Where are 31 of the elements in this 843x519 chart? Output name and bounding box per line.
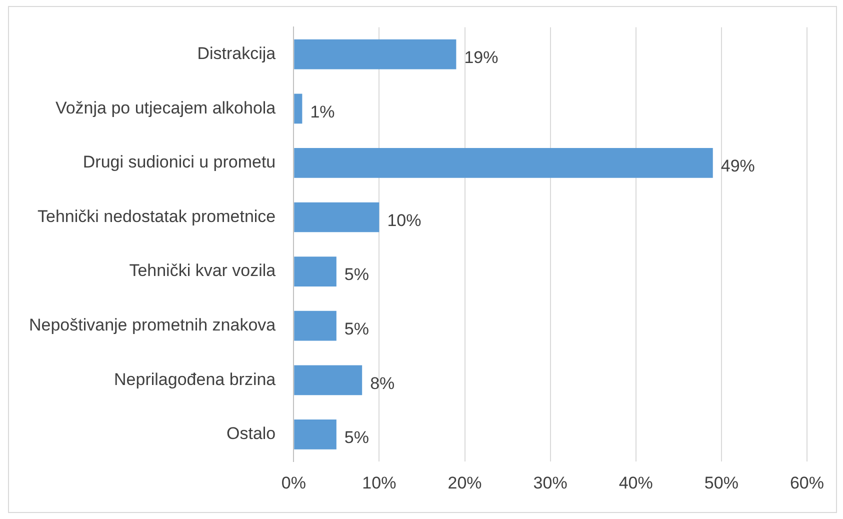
data-label: 5%	[344, 320, 369, 339]
x-tick-label: 20%	[448, 473, 482, 492]
bar	[294, 39, 456, 70]
x-tick-label: 10%	[362, 473, 396, 492]
bar	[294, 148, 713, 178]
y-tick-label: Neprilagođena brzina	[114, 370, 276, 389]
y-tick-label: Distrakcija	[197, 44, 276, 64]
data-label: 49%	[720, 156, 755, 176]
bar	[294, 94, 302, 124]
data-label: 5%	[344, 428, 369, 448]
x-tick-label: 30%	[533, 473, 568, 492]
y-tick-label: Ostalo	[226, 424, 276, 444]
bar	[294, 420, 336, 450]
x-tick-label: 0%	[281, 473, 306, 492]
bar	[294, 202, 380, 232]
bar	[294, 256, 336, 286]
y-tick-label: Nepoštivanje prometnih znakova	[28, 316, 276, 335]
x-tick-label: 60%	[790, 473, 824, 492]
data-label: 8%	[370, 374, 395, 393]
bar	[294, 365, 362, 396]
bar	[294, 310, 336, 341]
x-tick-label: 40%	[618, 473, 653, 492]
y-tick-label: Drugi sudionici u prometu	[82, 152, 276, 172]
y-tick-label: Vožnja po utjecajem alkohola	[55, 98, 276, 118]
y-tick-label: Tehnički nedostatak prometnice	[38, 206, 276, 226]
y-tick-label: Tehnički kvar vozila	[129, 261, 276, 280]
data-label: 19%	[464, 48, 498, 68]
data-label: 10%	[387, 210, 422, 230]
data-label: 5%	[344, 265, 369, 284]
data-label: 1%	[310, 102, 335, 122]
x-tick-label: 50%	[704, 473, 738, 492]
